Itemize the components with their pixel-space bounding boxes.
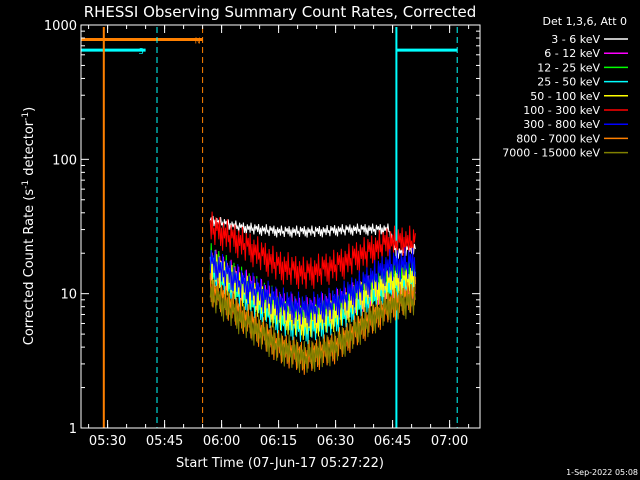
x-tick-label: 06:45 — [374, 434, 411, 449]
legend-label: 800 - 7000 keV — [516, 132, 600, 145]
series-line — [209, 279, 416, 373]
x-axis: 05:30 05:45 06:00 06:15 06:30 06:45 07:00 — [88, 25, 470, 449]
y-tick-label: 100 — [52, 153, 77, 168]
legend-label: 7000 - 15000 keV — [502, 147, 600, 160]
y-axis-label: Corrected Count Rate (s-1 detector-1) — [21, 107, 37, 345]
y-axis-label-mid: detector — [22, 120, 37, 180]
series-line — [209, 211, 416, 290]
legend-label: 3 - 6 keV — [551, 33, 600, 46]
y-tick-label: 1000 — [44, 19, 77, 34]
series-line — [209, 247, 416, 327]
plot-frame — [80, 24, 481, 429]
y-axis-label-sup1: -1 — [21, 180, 31, 189]
x-tick-label: 07:00 — [431, 434, 468, 449]
x-tick-label: 05:30 — [89, 434, 126, 449]
x-tick-label: 05:45 — [146, 434, 183, 449]
series-line — [209, 254, 416, 340]
legend-label: 6 - 12 keV — [544, 47, 600, 60]
legend-label: 50 - 100 keV — [530, 90, 600, 103]
flag-label: N — [195, 36, 201, 45]
x-tick-label: 06:15 — [260, 434, 297, 449]
y-axis: 1 10 100 1000 — [44, 19, 480, 437]
x-tick-label: 06:00 — [203, 434, 240, 449]
vlines-layer — [102, 27, 458, 428]
flag-label: S — [139, 47, 144, 56]
footer-date: 1-Sep-2022 05:08 — [566, 468, 638, 477]
series-line — [209, 273, 416, 375]
legend-header: Det 1,3,6, Att 0 — [543, 15, 627, 28]
series-line — [209, 215, 416, 259]
y-tick-label: 1 — [69, 422, 77, 437]
legend-label: 300 - 800 keV — [523, 118, 600, 131]
y-axis-label-main: Corrected Count Rate (s — [22, 189, 37, 346]
legend-label: 25 - 50 keV — [537, 76, 600, 89]
y-tick-label: 10 — [60, 288, 77, 303]
flags-layer: SN — [81, 36, 458, 56]
legend-label: 12 - 25 keV — [537, 61, 600, 74]
series-layer — [209, 211, 416, 375]
y-axis-label-end: ) — [22, 107, 37, 112]
y-axis-label-sup2: -1 — [21, 112, 31, 121]
x-axis-label: Start Time (07-Jun-17 05:27:22) — [176, 456, 384, 471]
series-line — [209, 243, 416, 330]
chart-title: RHESSI Observing Summary Count Rates, Co… — [84, 3, 477, 21]
x-tick-label: 06:30 — [317, 434, 354, 449]
legend-label: 100 - 300 keV — [523, 104, 600, 117]
